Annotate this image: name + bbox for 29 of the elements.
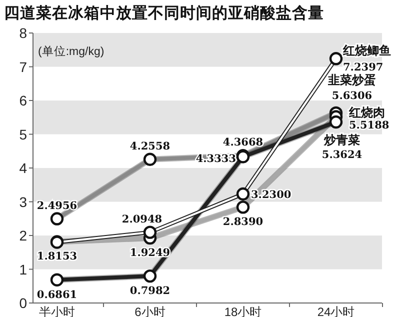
series-label: 炒青菜 (323, 133, 360, 148)
y-tick-label: 3 (19, 194, 28, 210)
annotation: (单位:mg/kg) (38, 45, 104, 58)
data-label: 4.3668 (222, 136, 264, 149)
data-label: 0.7982 (130, 285, 170, 298)
y-tick-label: 2 (19, 228, 28, 244)
data-label: 2.0948 (122, 213, 162, 226)
data-label: 2.4956 (36, 200, 78, 212)
data-label: 4.2558 (130, 140, 170, 152)
y-tick-label: 0 (19, 295, 28, 311)
series-label: 红烧鲫鱼 (342, 44, 391, 58)
series-label: 韭菜炒蛋 (327, 72, 376, 87)
data-label: 3.2300 (251, 188, 292, 201)
data-label: 7.2397 (343, 62, 384, 74)
data-label: 0.6861 (36, 288, 78, 301)
data-label: 5.6306 (332, 90, 372, 102)
data-label: 4.3333 (196, 152, 236, 165)
data-label: 1.8153 (36, 250, 78, 263)
y-tick-label: 7 (19, 58, 28, 75)
y-tick-label: 1 (19, 261, 28, 278)
y-tick-label: 8 (19, 25, 28, 41)
series-label: 红烧肉 (348, 106, 385, 120)
y-tick-label: 5 (19, 126, 28, 142)
data-label: 5.5188 (349, 120, 390, 132)
y-tick-label: 6 (19, 92, 28, 108)
data-label: 5.3624 (322, 149, 362, 162)
data-label: 2.8390 (222, 216, 264, 228)
chart-title: 四道菜在冰箱中放置不同时间的亚硝酸盐含量 (4, 4, 324, 22)
y-tick-label: 4 (19, 160, 28, 176)
